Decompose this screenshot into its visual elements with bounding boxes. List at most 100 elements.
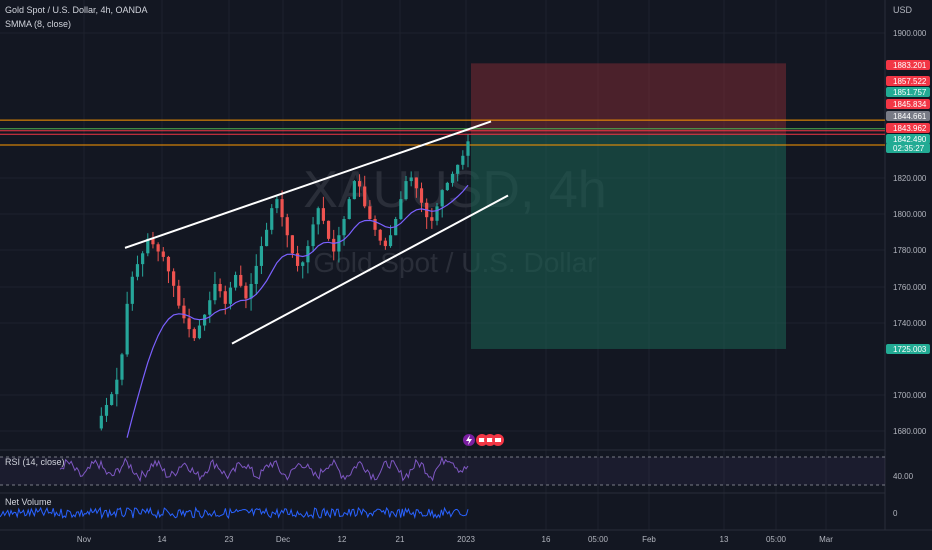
upper-trendline [124, 120, 492, 249]
candle-body [440, 190, 444, 207]
price-tag-label: 02:35:27 [893, 144, 925, 153]
candle-body [306, 246, 310, 263]
candle-body [110, 394, 114, 405]
price-tag-bg [886, 76, 930, 86]
net-volume-line [0, 506, 469, 520]
price-tag-bg [886, 143, 930, 153]
time-tick-label: 14 [158, 535, 167, 544]
candle-body [466, 141, 470, 156]
currency-label: USD [893, 5, 913, 15]
price-tag-label: 1851.757 [893, 88, 927, 97]
time-axis[interactable]: Nov 14 23 Dec 12 21 2023 16 05:00 Feb 13 05:00 Mar [77, 535, 833, 544]
price-tick-label: 1800.000 [893, 210, 927, 219]
candle-body [239, 274, 243, 286]
price-tick-label: 1680.000 [893, 427, 927, 436]
time-tick-label: 16 [542, 535, 551, 544]
candle-body [259, 246, 264, 266]
rsi-pane [0, 455, 885, 486]
candle-body [290, 235, 295, 254]
candle-body [368, 206, 372, 219]
candle-body [151, 238, 155, 245]
candle-body [120, 354, 124, 380]
volume-tick-label: 0 [893, 509, 898, 518]
candle-body [461, 155, 465, 165]
candle-body [244, 285, 248, 299]
time-tick-label: Dec [276, 535, 290, 544]
price-tag-bg [886, 123, 930, 133]
candle-body [450, 173, 455, 183]
candle-body [414, 177, 418, 189]
candle-body [233, 274, 238, 288]
candle-body [285, 217, 289, 236]
symbol-title[interactable]: Gold Spot / U.S. Dollar, 4h, OANDA [5, 5, 148, 15]
candle-body [192, 329, 196, 339]
time-tick-label: 12 [338, 535, 347, 544]
candle-body [197, 325, 202, 339]
position-zones[interactable] [471, 63, 786, 349]
price-tag-bg [886, 99, 930, 109]
candle-body [445, 182, 449, 191]
price-tag-bg [886, 134, 930, 144]
candle-body [399, 199, 403, 219]
candle-body [337, 235, 341, 252]
lightning-icon [466, 435, 472, 445]
candle-body [388, 235, 393, 247]
channel-trendlines[interactable] [124, 120, 509, 345]
us-flag-stripe [479, 438, 485, 442]
price-tick-label: 1780.000 [893, 246, 927, 255]
candle-body [254, 265, 258, 284]
price-axis[interactable]: 1900.000 1820.000 1800.000 1780.000 1760.000… [893, 29, 927, 518]
price-tick-label: 1700.000 [893, 391, 927, 400]
candle-body [156, 244, 160, 252]
us-flag-stripe [487, 438, 493, 442]
candle-body [342, 218, 346, 236]
candle-body [404, 181, 408, 200]
candle-body [275, 199, 279, 209]
candle-body [104, 404, 109, 416]
candle-body [213, 283, 217, 301]
candle-body [146, 238, 150, 254]
candle-body [161, 251, 165, 257]
candle-body [332, 238, 336, 252]
candle-body [182, 305, 186, 319]
price-tag-label: 1843.962 [893, 124, 927, 133]
us-flag-stripe [495, 438, 501, 442]
candle-body [363, 186, 367, 207]
smma-legend[interactable]: SMMA (8, close) [5, 19, 72, 29]
candle-body [203, 314, 207, 326]
event-icons[interactable] [463, 434, 504, 446]
candle-body [166, 256, 171, 272]
candle-body [435, 206, 439, 221]
rsi-tick-label: 40.00 [893, 472, 914, 481]
candle-body [347, 199, 351, 219]
candle-body [378, 229, 382, 241]
price-tag-label: 1845.834 [893, 100, 927, 109]
smma-path [126, 184, 469, 438]
rsi-legend[interactable]: RSI (14, close) [5, 457, 65, 467]
candle-body [409, 177, 413, 182]
candle-body [264, 229, 269, 247]
candle-body [141, 253, 145, 265]
time-tick-label: Mar [819, 535, 833, 544]
candle-body [177, 285, 181, 306]
candle-body [270, 208, 274, 230]
candle-body [172, 271, 176, 286]
candle-body [301, 262, 305, 266]
time-tick-label: Feb [642, 535, 656, 544]
horizontal-levels[interactable] [0, 119, 885, 146]
price-tick-label: 1820.000 [893, 174, 927, 183]
lower-trendline [231, 194, 509, 345]
volume-legend[interactable]: Net Volume [5, 497, 52, 507]
candle-body [383, 240, 387, 247]
candle-body [357, 181, 362, 187]
candles [99, 134, 470, 431]
candle-body [187, 318, 191, 330]
candle-body [311, 224, 315, 247]
candle-body [130, 276, 134, 304]
price-tag-bg [886, 111, 930, 121]
candle-body [430, 217, 434, 221]
time-tick-label: 05:00 [766, 535, 787, 544]
stop-loss-zone [471, 63, 786, 135]
take-profit-zone [471, 134, 786, 349]
